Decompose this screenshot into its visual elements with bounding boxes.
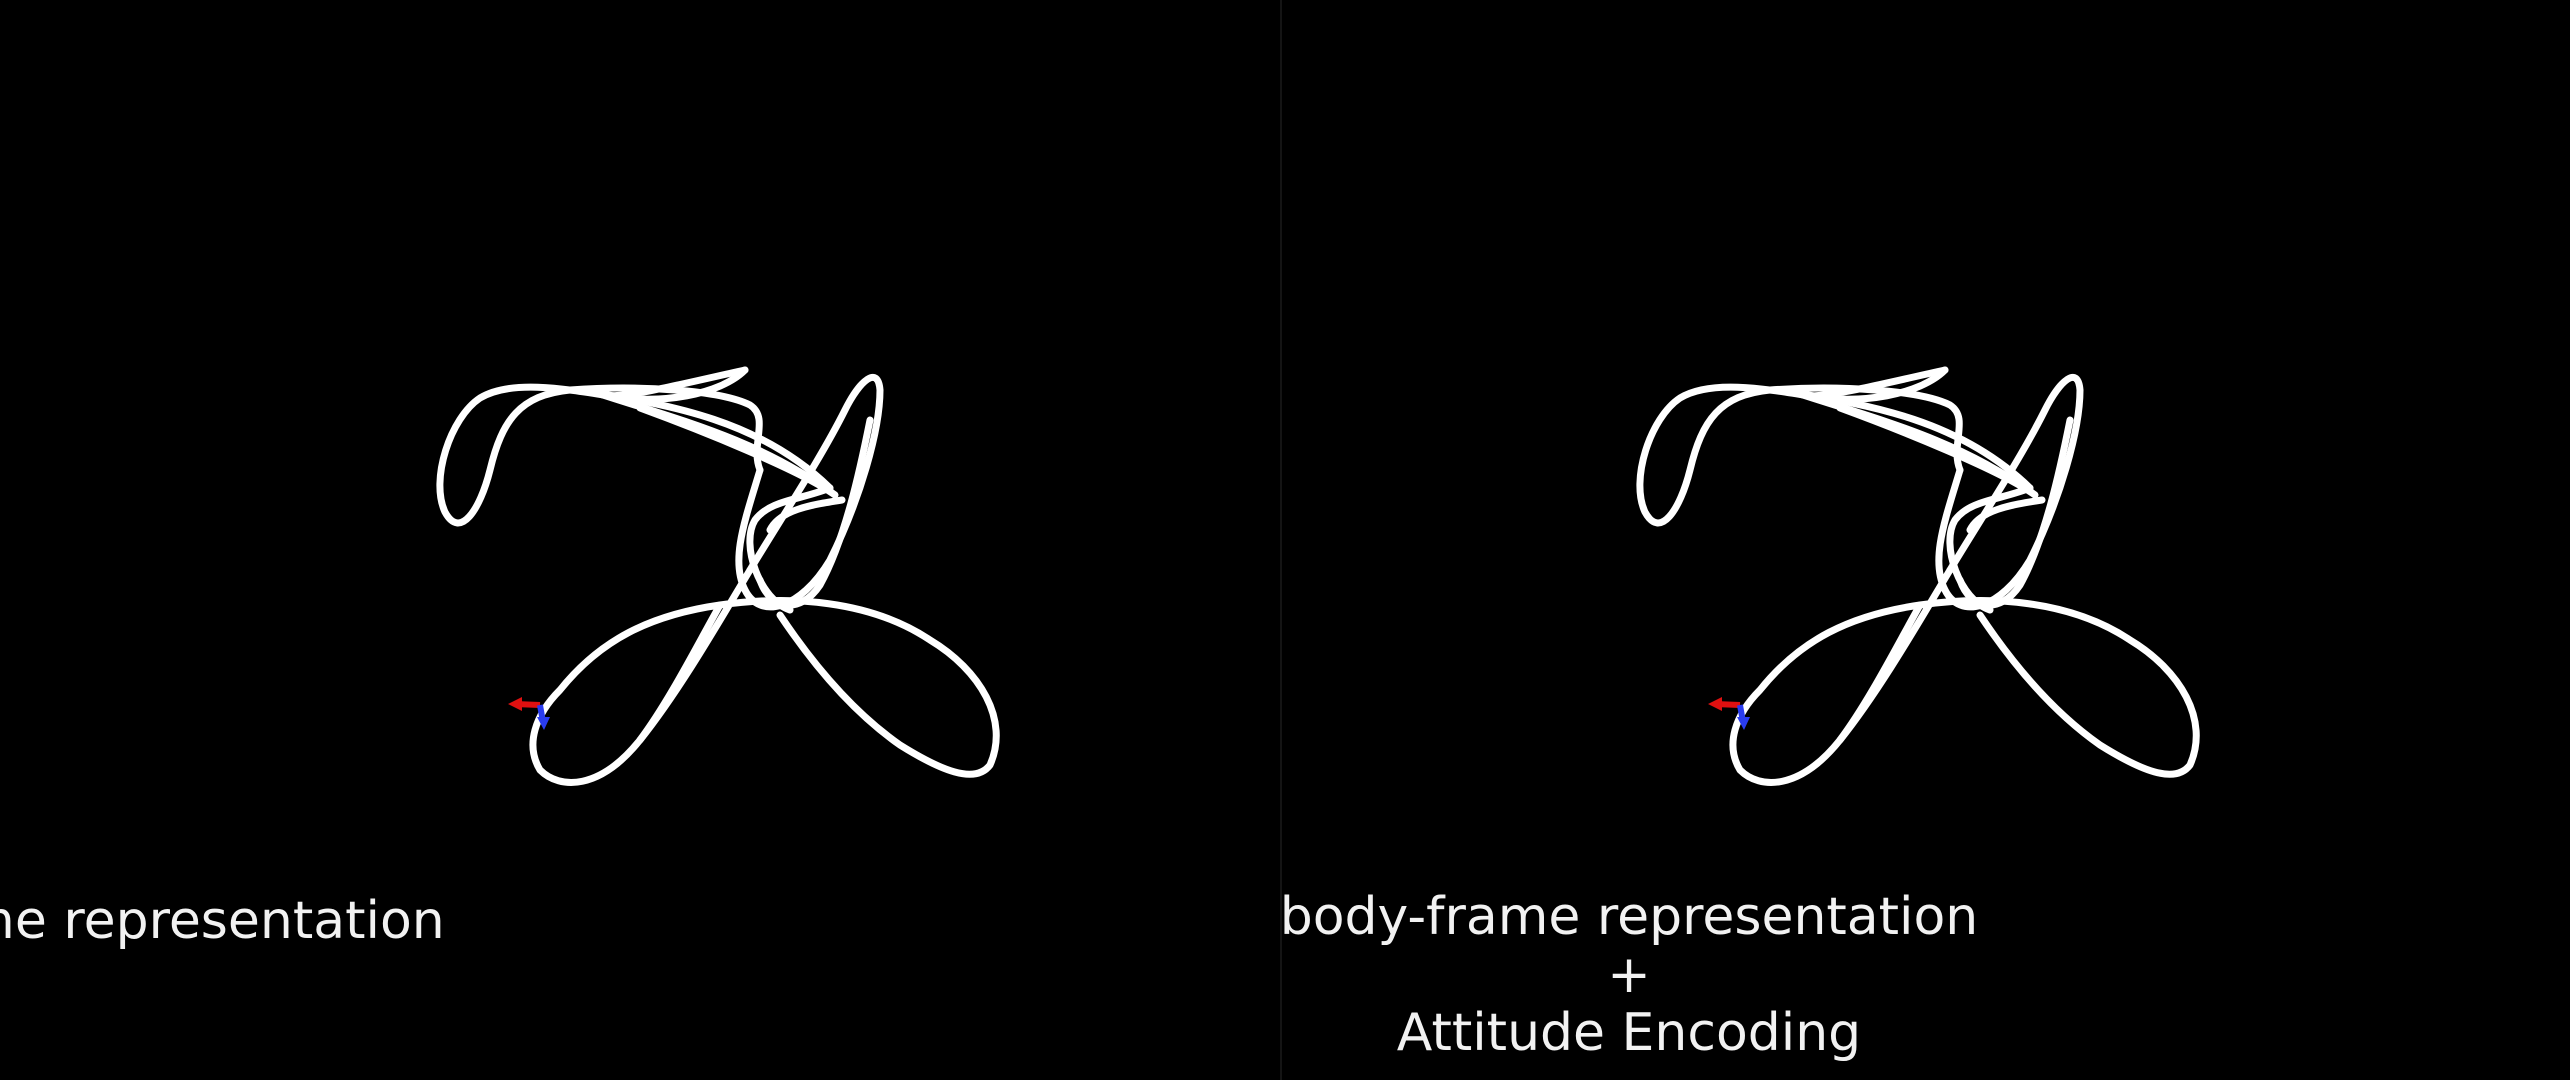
caption-body-line2: +: [1607, 945, 1651, 1005]
global-frame-panel: global-frame representation: [0, 0, 1280, 1080]
trajectory-plot-body: [1636, 366, 2200, 786]
axis-x-arrow-icon: [1708, 697, 1722, 711]
attitude-axes-global: [508, 697, 550, 730]
axis-x-arrow-icon: [508, 697, 522, 711]
trajectory-plot-global: [436, 366, 1000, 786]
trajectory-curve-body: [1636, 366, 2200, 786]
caption-body-line3: Attitude Encoding: [1396, 1003, 1862, 1063]
caption-global: global-frame representation: [0, 892, 720, 950]
body-frame-panel: body-frame representation + Attitude Enc…: [1280, 0, 2562, 1080]
axis-z-arrow-icon: [1737, 717, 1750, 730]
caption-body: body-frame representation + Attitude Enc…: [989, 888, 2269, 1062]
caption-body-line1: body-frame representation: [1279, 887, 1979, 947]
caption-global-text: global-frame representation: [0, 891, 445, 951]
axis-z-arrow-icon: [537, 717, 550, 730]
panel-divider: [1280, 0, 1282, 1080]
attitude-axes-body: [1708, 697, 1750, 730]
trajectory-curve-global: [436, 366, 1000, 786]
